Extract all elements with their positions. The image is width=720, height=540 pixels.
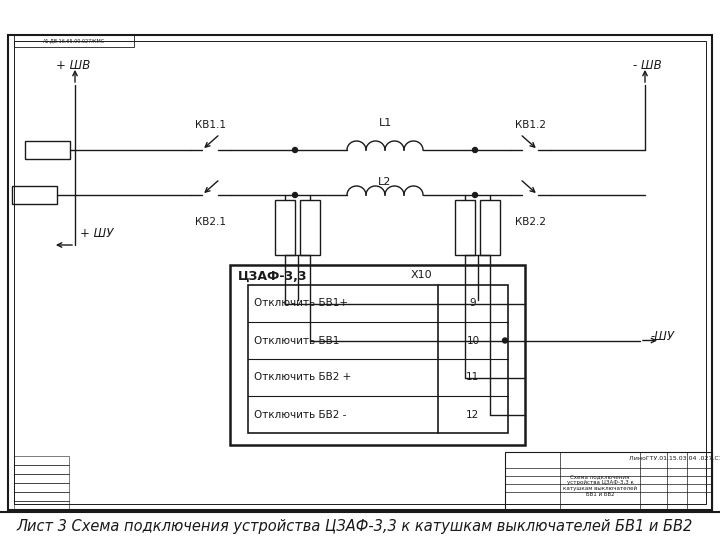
Text: Отключить БВ2 -: Отключить БВ2 - <box>254 409 346 420</box>
Text: + ШВ: + ШВ <box>56 59 90 72</box>
Bar <box>300 200 320 255</box>
Bar <box>25 141 70 159</box>
Text: -ШУ: -ШУ <box>650 330 674 343</box>
Text: 9: 9 <box>469 299 476 308</box>
Bar <box>14 35 134 47</box>
Text: + ШУ: + ШУ <box>80 227 113 240</box>
Bar <box>248 285 508 433</box>
Bar <box>14 474 69 483</box>
Text: А1.ДВ.16.65.00.027ЖМС: А1.ДВ.16.65.00.027ЖМС <box>43 38 105 44</box>
Bar <box>480 200 500 255</box>
Bar <box>275 200 295 255</box>
Circle shape <box>472 147 477 152</box>
Bar <box>230 265 525 445</box>
Bar <box>455 200 475 255</box>
Circle shape <box>292 192 297 198</box>
Text: Отключить БВ1-: Отключить БВ1- <box>254 335 343 346</box>
Bar <box>8 35 712 510</box>
Bar <box>14 492 69 501</box>
Text: X10: X10 <box>411 270 433 280</box>
Bar <box>14 465 69 474</box>
Text: 10: 10 <box>467 335 480 346</box>
Text: Лист 3 Схема подключения устройства ЦЗАФ-3,3 к катушкам выключателей БВ1 и БВ2: Лист 3 Схема подключения устройства ЦЗАФ… <box>17 518 693 534</box>
Circle shape <box>292 147 297 152</box>
Text: L1: L1 <box>379 118 392 128</box>
Bar <box>14 483 69 492</box>
Circle shape <box>472 192 477 198</box>
Text: 12: 12 <box>467 409 480 420</box>
Text: КВ2.2: КВ2.2 <box>515 217 546 227</box>
Bar <box>14 501 69 510</box>
Bar <box>12 186 57 204</box>
Bar <box>14 456 69 465</box>
Text: Отключить БВ1+: Отключить БВ1+ <box>254 299 348 308</box>
Text: 11: 11 <box>467 373 480 382</box>
Text: - ШВ: - ШВ <box>633 59 661 72</box>
Text: КВ1.2: КВ1.2 <box>515 120 546 130</box>
Text: ЛиноГТУ.01.15.03.04 .027.С1: ЛиноГТУ.01.15.03.04 .027.С1 <box>629 456 720 461</box>
Text: КВ1.1: КВ1.1 <box>194 120 225 130</box>
Text: КВ2.1: КВ2.1 <box>194 217 225 227</box>
Text: Отключить БВ2 +: Отключить БВ2 + <box>254 373 351 382</box>
Text: Схема подключения
устройства ЦЗАФ-3,3 к
катушкам выключателей
БВ1 и БВ2: Схема подключения устройства ЦЗАФ-3,3 к … <box>563 474 637 497</box>
Text: ЦЗАФ-3,3: ЦЗАФ-3,3 <box>238 270 307 283</box>
Bar <box>505 452 712 510</box>
Circle shape <box>503 338 508 343</box>
Text: L2: L2 <box>378 177 392 187</box>
Bar <box>14 41 706 504</box>
